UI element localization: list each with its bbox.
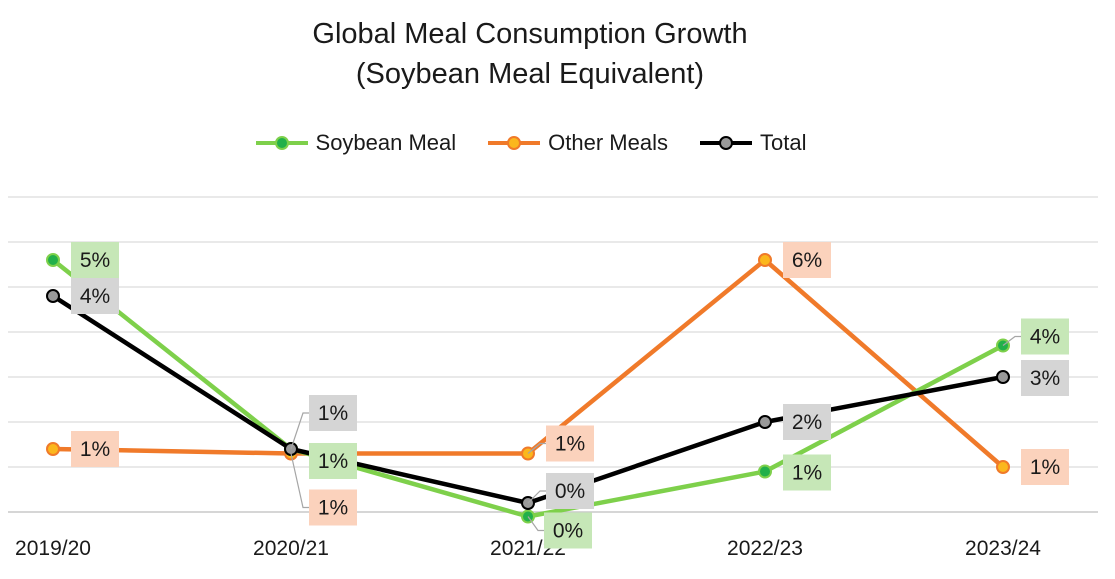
- data-label: 0%: [527, 473, 594, 509]
- leader-line: [1002, 335, 1021, 346]
- data-label-box: [783, 404, 831, 440]
- data-label: 1%: [71, 431, 119, 467]
- data-point: [758, 253, 772, 267]
- chart-subtitle: (Soybean Meal Equivalent): [355, 58, 705, 90]
- data-label-box: [71, 431, 119, 467]
- data-label-text: 1%: [80, 438, 110, 461]
- data-label-box: [71, 242, 119, 278]
- data-point: [758, 415, 772, 429]
- data-label-box: [1021, 360, 1069, 396]
- data-label: 1%: [783, 454, 831, 491]
- x-tick-label: 2019/20: [15, 537, 91, 560]
- data-label-text: 1%: [318, 450, 348, 473]
- data-label-text: 4%: [80, 285, 110, 308]
- series-line: [50, 293, 1006, 506]
- data-label-box: [309, 395, 357, 431]
- data-label-text: 4%: [1030, 326, 1060, 349]
- leader-line: [527, 516, 544, 532]
- data-point: [996, 370, 1010, 384]
- data-label: 1%: [527, 425, 594, 462]
- data-label: 6%: [783, 242, 831, 278]
- data-label-text: 2%: [792, 411, 822, 434]
- data-label-text: 1%: [318, 497, 348, 520]
- x-tick-label: 2022/23: [727, 537, 803, 560]
- x-tick-label: 2020/21: [253, 537, 329, 560]
- leader-line: [527, 490, 546, 504]
- data-label-box: [783, 454, 831, 491]
- data-label: 1%: [290, 395, 357, 450]
- legend-swatch-other-meals: [488, 136, 541, 150]
- data-point: [46, 442, 60, 456]
- legend-label-total: Total: [760, 130, 807, 155]
- data-label-text: 5%: [80, 249, 110, 272]
- data-label-text: 1%: [792, 462, 822, 485]
- data-label: 5%: [71, 242, 119, 278]
- data-label: 3%: [1021, 360, 1069, 396]
- legend-label-other-meals: Other Meals: [548, 130, 668, 155]
- data-label-text: 1%: [555, 433, 585, 456]
- x-tick-label: 2023/24: [965, 537, 1041, 560]
- x-tick-labels: 2019/20 2020/21 2021/22 2022/23 2023/24: [15, 537, 1041, 560]
- leader-line: [290, 412, 309, 450]
- leader-line: [290, 453, 309, 509]
- data-label-box: [546, 473, 594, 509]
- data-label-text: 6%: [792, 249, 822, 272]
- data-label: 1%: [290, 453, 357, 526]
- series-total: [46, 289, 1010, 510]
- legend-swatch-soybean-meal: [255, 136, 308, 150]
- series-soybean-meal: [46, 253, 1010, 524]
- data-label: 4%: [1002, 318, 1069, 355]
- legend-item-other-meals: Other Meals: [486, 130, 668, 156]
- chart-title-block: Global Meal Consumption Growth (Soybean …: [0, 14, 1060, 94]
- data-label-box: [783, 242, 831, 278]
- data-label-box: [544, 512, 592, 549]
- legend-item-total: Total: [698, 130, 806, 156]
- chart-title: Global Meal Consumption Growth: [312, 18, 748, 50]
- series-line: [50, 257, 1006, 470]
- data-label: 0%: [527, 512, 592, 549]
- data-label-box: [546, 425, 594, 462]
- data-label-text: 0%: [555, 480, 585, 503]
- data-point: [46, 289, 60, 303]
- data-label: 4%: [71, 278, 119, 314]
- data-label: 2%: [783, 404, 831, 440]
- data-label-text: 1%: [1030, 456, 1060, 479]
- chart-legend: Soybean Meal Other Meals Total: [0, 130, 1060, 156]
- legend-item-soybean-meal: Soybean Meal: [254, 130, 457, 156]
- data-label: 1%: [309, 443, 357, 479]
- data-label-text: 1%: [318, 402, 348, 425]
- data-point: [996, 460, 1010, 474]
- leader-line: [527, 442, 546, 454]
- data-point: [46, 253, 60, 267]
- data-label-box: [309, 443, 357, 479]
- data-label-box: [1021, 449, 1069, 485]
- data-label-text: 3%: [1030, 367, 1060, 390]
- gridlines: [8, 196, 1098, 513]
- data-label-box: [1021, 318, 1069, 355]
- data-label-box: [309, 489, 357, 526]
- legend-label-soybean-meal: Soybean Meal: [315, 130, 457, 155]
- data-label-box: [71, 278, 119, 314]
- legend-swatch-total: [700, 136, 752, 150]
- data-point: [758, 464, 772, 479]
- data-labels: 5% 1% 0% 1% 4% 1% 1% 1% 6% 1% 4% 1% 0% 2% 3%: [71, 242, 1069, 549]
- data-label: 1%: [1021, 449, 1069, 485]
- data-label-text: 0%: [553, 520, 583, 543]
